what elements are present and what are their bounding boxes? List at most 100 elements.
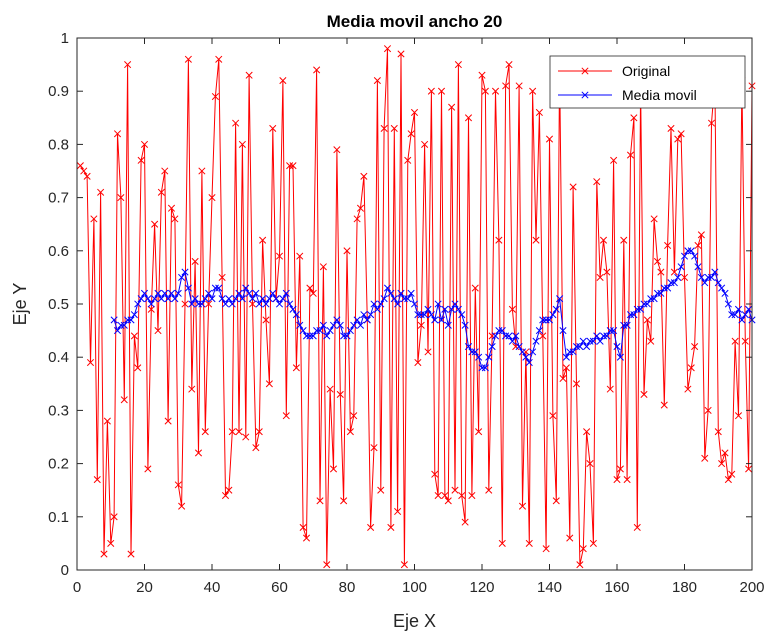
data-point <box>390 295 398 303</box>
data-point <box>522 353 530 361</box>
data-point <box>512 343 520 351</box>
data-point <box>586 337 594 345</box>
data-point <box>161 289 169 297</box>
data-point <box>488 343 496 351</box>
data-point <box>745 465 753 473</box>
data-point <box>134 364 142 372</box>
data-point <box>340 332 348 340</box>
data-point <box>741 311 749 319</box>
data-point <box>350 412 358 420</box>
data-point <box>137 295 145 303</box>
x-tick-label: 120 <box>469 579 494 596</box>
data-point <box>650 215 658 223</box>
series-0 <box>76 45 756 569</box>
data-point <box>660 284 668 292</box>
data-point <box>424 348 432 356</box>
data-point <box>421 311 429 319</box>
data-point <box>113 327 122 335</box>
data-point <box>377 486 385 494</box>
data-point <box>451 486 459 494</box>
data-point <box>343 247 351 255</box>
data-point <box>265 380 273 388</box>
data-point <box>461 321 469 329</box>
data-point <box>691 252 699 260</box>
data-point <box>360 311 368 319</box>
x-tick-label: 20 <box>136 579 153 596</box>
data-point <box>448 103 456 111</box>
data-point <box>329 321 338 329</box>
data-point <box>157 188 165 196</box>
data-point <box>603 332 611 340</box>
data-point <box>221 300 230 308</box>
data-point <box>245 289 253 297</box>
data-point <box>410 300 419 308</box>
data-point <box>76 162 84 170</box>
data-point <box>363 316 371 324</box>
data-point <box>208 194 216 202</box>
data-point <box>444 321 452 329</box>
chart-title: Media movil ancho 20 <box>327 12 503 31</box>
data-point <box>282 289 290 297</box>
data-point <box>444 497 452 505</box>
data-point <box>279 77 287 85</box>
data-point <box>630 114 638 122</box>
data-point <box>640 390 648 398</box>
data-point <box>356 321 365 329</box>
data-point <box>272 295 280 303</box>
x-tick-label: 80 <box>339 579 356 596</box>
data-point <box>738 316 746 324</box>
data-point <box>313 327 321 335</box>
data-point <box>80 167 88 175</box>
data-point <box>414 358 422 367</box>
data-point <box>171 215 179 223</box>
data-point <box>296 252 304 260</box>
data-point <box>545 316 554 324</box>
data-point <box>137 156 145 164</box>
data-point <box>225 295 233 303</box>
data-point <box>576 561 584 569</box>
data-point <box>147 300 155 308</box>
y-tick-label: 0 <box>61 562 69 579</box>
data-point <box>667 279 675 287</box>
data-point <box>336 321 344 329</box>
data-point <box>205 289 213 297</box>
data-point <box>329 465 338 473</box>
data-point <box>704 406 712 414</box>
data-point <box>647 337 655 345</box>
data-point <box>252 289 260 297</box>
data-point <box>549 412 557 420</box>
data-point <box>491 332 500 340</box>
data-point <box>478 364 486 372</box>
data-point <box>731 311 739 319</box>
data-point <box>397 50 405 58</box>
data-point <box>545 135 554 143</box>
data-point <box>633 305 641 313</box>
data-point <box>340 497 348 505</box>
data-point <box>360 172 368 180</box>
x-tick-label: 100 <box>402 579 427 596</box>
data-point <box>512 332 520 340</box>
data-point <box>704 273 712 281</box>
data-point <box>248 300 257 308</box>
data-point <box>356 204 365 212</box>
data-point <box>589 337 597 345</box>
data-point <box>670 268 678 276</box>
data-point <box>245 71 253 79</box>
x-tick-label: 40 <box>204 579 221 596</box>
data-point <box>279 295 287 303</box>
data-point <box>707 119 716 127</box>
data-point <box>134 300 142 308</box>
data-point <box>721 289 729 297</box>
data-point <box>235 428 243 436</box>
data-point <box>316 497 324 505</box>
data-point <box>566 534 574 542</box>
data-point <box>508 337 516 345</box>
x-tick-label: 0 <box>73 579 81 596</box>
data-point <box>620 321 628 329</box>
data-point <box>434 491 442 500</box>
data-point <box>495 236 503 244</box>
data-point <box>556 295 564 303</box>
data-point <box>103 417 111 425</box>
data-point <box>664 241 672 250</box>
data-point <box>350 321 358 329</box>
